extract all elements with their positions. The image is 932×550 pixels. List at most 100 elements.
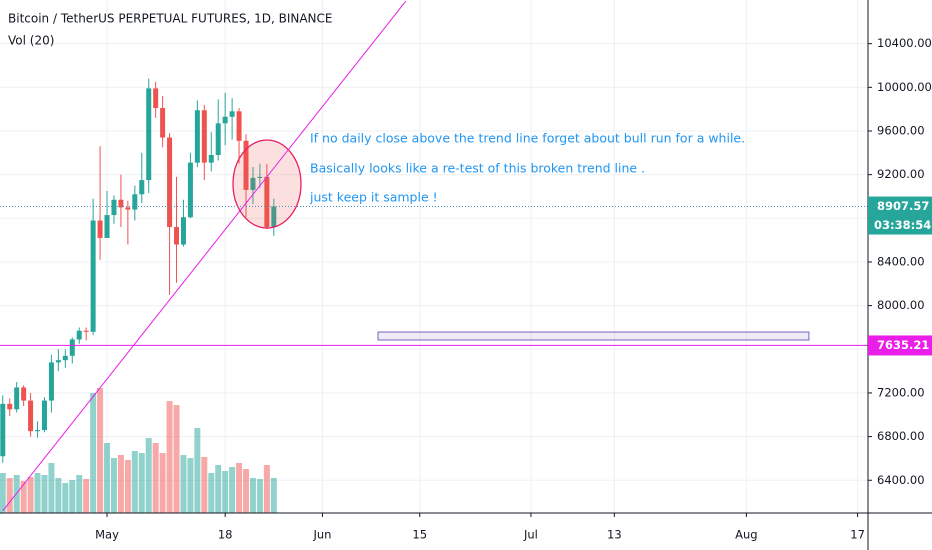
range-box [377, 331, 810, 341]
volume-bar [187, 458, 194, 513]
x-tick-label: 15 [412, 528, 427, 542]
candle-body [125, 207, 131, 210]
candle-body [132, 194, 138, 210]
volume-bar [48, 463, 55, 513]
volume-bar [229, 467, 236, 513]
candle-body [48, 362, 54, 401]
candle-body [139, 180, 145, 195]
x-tick-label: Jul [523, 528, 538, 542]
candle-body [153, 88, 159, 109]
volume-bar [256, 479, 263, 513]
candle-body [76, 330, 82, 340]
level-label: 7635.21 [877, 338, 929, 352]
volume-bar [0, 473, 6, 513]
volume-bar [34, 473, 41, 513]
volume-bar [90, 393, 97, 513]
volume-bar [222, 471, 229, 513]
candle-body [41, 400, 47, 431]
time-axis [0, 513, 932, 550]
candle-body [257, 176, 263, 178]
volume-bar [236, 463, 243, 513]
x-tick-label: Aug [735, 528, 757, 542]
annotation: Basically looks like a re-test of this b… [310, 161, 645, 176]
x-tick-label: 13 [607, 528, 622, 542]
axis-layer: 6400.006800.007200.007600.008000.008400.… [95, 36, 932, 542]
candle-body [243, 140, 249, 190]
candle-body [0, 403, 6, 457]
candle-body [7, 403, 13, 410]
volume-bar [124, 460, 131, 513]
candle-body [14, 387, 20, 410]
y-tick-label: 6400.00 [877, 473, 925, 487]
volume-bar [41, 475, 48, 513]
volume-bar [243, 469, 250, 513]
y-tick-label: 10400.00 [877, 36, 932, 50]
y-tick-label: 8400.00 [877, 254, 925, 268]
volume-bar [166, 401, 173, 513]
y-tick-label: 7200.00 [877, 385, 925, 399]
price-axis [868, 0, 932, 550]
x-tick-label: Jun [312, 528, 331, 542]
x-tick-label: May [95, 528, 119, 542]
volume-bar [173, 405, 180, 513]
countdown-label: 03:38:54 [874, 218, 931, 232]
y-tick-label: 8000.00 [877, 298, 925, 312]
candle-body [236, 111, 242, 141]
volume-bar [110, 458, 117, 513]
x-tick-label: 17 [850, 528, 865, 542]
volume-bar [83, 479, 90, 513]
candle-body [160, 108, 166, 138]
candle-body [271, 206, 277, 228]
volume-bar [27, 477, 34, 513]
volume-bar [201, 457, 208, 513]
volume-label: Vol (20) [8, 34, 54, 48]
volume-bar [249, 478, 256, 513]
volume-bar [208, 473, 215, 513]
volume-bar [152, 443, 159, 513]
annotation: If no daily close above the trend line f… [310, 131, 745, 146]
candle-body [62, 355, 68, 361]
volume-bar [76, 475, 83, 513]
candle-body [215, 123, 221, 155]
candle-body [264, 176, 270, 228]
trend-line [2, 0, 407, 512]
volume-bar [20, 481, 27, 513]
volume-bar [131, 451, 138, 513]
candle-body [104, 215, 110, 238]
y-tick-label: 6800.00 [877, 429, 925, 443]
grid [0, 0, 868, 513]
candle-body [201, 110, 207, 163]
volume-bar [159, 453, 166, 513]
candle-body [180, 217, 186, 245]
volume-bar [117, 455, 124, 513]
x-tick-label: 18 [218, 528, 233, 542]
last-price-label: 8907.57 [877, 199, 929, 213]
candle-body [111, 199, 117, 216]
candle-body [208, 154, 214, 163]
candle-body [35, 430, 41, 432]
volume-bar [145, 438, 152, 513]
y-tick-label: 9200.00 [877, 167, 925, 181]
volume-bar [180, 455, 187, 513]
candle-body [90, 220, 96, 332]
volume-bar [215, 465, 222, 513]
volume-bar [263, 465, 270, 513]
candle-body [118, 199, 124, 208]
volume-bar [69, 480, 76, 513]
volume-bar [194, 428, 201, 513]
volume-bar [138, 453, 145, 513]
y-tick-label: 10000.00 [877, 80, 932, 94]
volume-bar [104, 443, 111, 513]
candle-body [250, 177, 256, 190]
drawing-layer [0, 0, 868, 512]
candle-body [21, 387, 27, 401]
candle-body [55, 360, 61, 363]
candle-layer [0, 78, 277, 463]
candle-body [174, 227, 180, 245]
candle-body [222, 116, 228, 124]
volume-bar [55, 478, 62, 513]
last-price-box [868, 196, 932, 235]
volume-bar [6, 478, 13, 513]
candle-body [167, 137, 173, 228]
